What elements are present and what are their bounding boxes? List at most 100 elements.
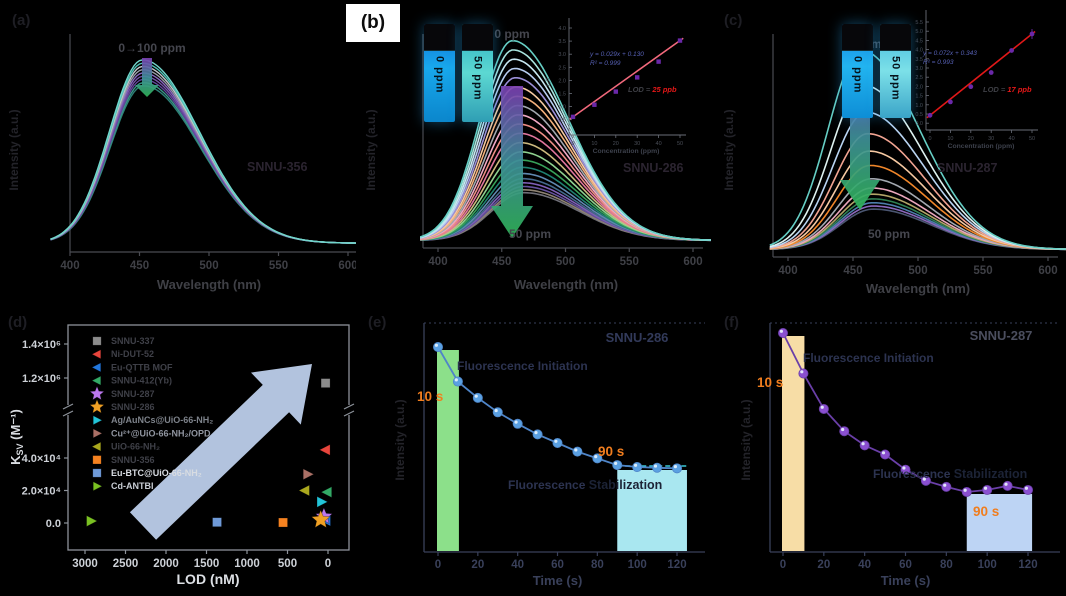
svg-text:SNNU-412(Yb): SNNU-412(Yb) [111,376,172,386]
panel-f-letter: (f) [724,314,739,331]
svg-text:20: 20 [817,559,830,571]
cuvette-cap [424,24,455,51]
trend-arrow [129,364,312,540]
panel-c-letter: (c) [724,12,743,29]
svg-text:SNNU-356: SNNU-356 [247,160,307,174]
svg-text:Fluorescence Initiation: Fluorescence Initiation [457,359,588,373]
svg-text:100: 100 [628,559,647,571]
panel-f-response-kinetics: 0 20 40 60 80 100 120 Time (s) Intensity (a.u.) F… [739,322,1060,588]
svg-text:Intensity (a.u.): Intensity (a.u.) [7,109,21,190]
svg-text:500: 500 [556,256,575,268]
legend: SNNU-337 Ni-DUT-52 Eu-QTTB MOF SNNU-412(Yb)… [89,336,213,491]
svg-text:2.0×10⁴: 2.0×10⁴ [22,486,61,498]
svg-text:1500: 1500 [194,558,220,570]
svg-text:400: 400 [428,256,447,268]
panel-d-lod-ksv-scatter: 3000 2500 2000 1500 1000 500 0 0.0 2.0×10⁴ 4.0×10… [8,324,355,587]
svg-text:3.5: 3.5 [915,57,923,63]
spectra-curves [769,49,1066,251]
svg-text:Time (s): Time (s) [533,573,583,588]
svg-text:50: 50 [677,141,683,147]
svg-text:2.5: 2.5 [558,65,566,71]
svg-text:500: 500 [278,558,297,570]
svg-text:y = 0.029x + 0.130: y = 0.029x + 0.130 [589,51,644,58]
svg-text:2.0: 2.0 [558,78,566,84]
calibration-inset: 4.0 3.5 3.0 2.5 2.0 1.5 1.0 0.5 0 10 20 30 40 50 Conce… [545,18,686,155]
svg-text:0.0: 0.0 [915,121,923,127]
annotations: 0 ppm 50 ppm SNNU-286 [494,27,683,241]
svg-text:3.0: 3.0 [915,66,923,72]
cuvette-cap [880,24,911,51]
cuvette-photo-inset: 0 ppm 50 ppm [842,24,912,118]
svg-text:Intensity (a.u.): Intensity (a.u.) [722,109,736,190]
svg-text:30: 30 [634,141,640,147]
svg-text:2500: 2500 [113,558,139,570]
svg-text:0 ppm: 0 ppm [494,27,529,41]
svg-text:Wavelength (nm): Wavelength (nm) [514,277,618,292]
svg-text:0.0: 0.0 [46,518,61,530]
svg-text:400: 400 [60,260,79,272]
calibration-inset: 5.5 5.0 4.5 4.0 3.5 3.0 2.5 2.0 1.5 1.0 0.5 0.0 0 10 2… [898,10,1038,150]
svg-text:50: 50 [1029,136,1035,142]
svg-text:120: 120 [667,559,686,571]
svg-text:500: 500 [908,265,927,277]
cuvette-0ppm: 0 ppm [424,24,455,122]
svg-text:450: 450 [492,256,511,268]
svg-text:Intensity (a.u.): Intensity (a.u.) [364,109,378,190]
svg-text:1.2×10⁶: 1.2×10⁶ [22,373,61,385]
svg-text:LOD = 25 ppb: LOD = 25 ppb [628,85,677,94]
svg-text:Ag/AuNCs@UiO-66-NH₂: Ag/AuNCs@UiO-66-NH₂ [111,415,213,425]
svg-text:UiO-66-NH₂: UiO-66-NH₂ [111,442,160,452]
svg-text:0: 0 [435,559,441,571]
svg-text:Cd-ANTBI: Cd-ANTBI [111,481,154,491]
panel-a-letter: (a) [12,12,31,29]
svg-text:Eu-BTC@UiO-66-NH₂: Eu-BTC@UiO-66-NH₂ [111,468,202,478]
svg-text:50 ppm: 50 ppm [868,227,910,241]
svg-text:450: 450 [130,260,149,272]
svg-text:550: 550 [269,260,288,272]
svg-text:550: 550 [620,256,639,268]
svg-text:40: 40 [1009,136,1015,142]
svg-text:y = 0.072x + 0.343: y = 0.072x + 0.343 [922,50,977,57]
svg-text:Intensity (a.u.): Intensity (a.u.) [393,399,407,480]
svg-text:0: 0 [571,141,574,147]
svg-text:500: 500 [199,260,218,272]
svg-text:R² = 0.999: R² = 0.999 [590,60,621,67]
svg-text:LOD (nM): LOD (nM) [177,571,240,587]
axes: 0 20 40 60 80 100 120 Time (s) Intensity (a.u.) [393,322,705,588]
panel-d-letter: (d) [8,314,28,331]
svg-text:550: 550 [973,265,992,277]
cuvette-photo-inset: 0 ppm 50 ppm [424,24,494,122]
quench-arrow [491,86,533,238]
svg-text:1.0: 1.0 [915,103,923,109]
svg-text:60: 60 [551,559,564,571]
svg-text:4.5: 4.5 [915,38,923,44]
svg-text:1.5: 1.5 [558,92,566,98]
svg-text:Fluorescence Initiation: Fluorescence Initiation [803,351,934,365]
svg-text:SNNU-337: SNNU-337 [111,336,155,346]
svg-text:0.5: 0.5 [915,112,923,118]
svg-text:SNNU-286: SNNU-286 [606,330,669,345]
svg-text:100: 100 [978,559,997,571]
highlight-bands [437,350,687,551]
svg-text:4.0: 4.0 [558,26,566,32]
svg-text:3.0: 3.0 [558,52,566,58]
svg-text:3000: 3000 [72,558,98,570]
annotations: 0→100 ppm SNNU-356 [118,41,307,174]
spectra-curves [419,39,711,242]
panel-b-letter: (b) [360,12,386,33]
panel-b-label: (b) [346,4,400,42]
svg-text:40: 40 [858,559,871,571]
svg-text:Intensity (a.u.): Intensity (a.u.) [739,399,753,480]
svg-text:90 s: 90 s [973,504,999,519]
svg-text:SNNU-356: SNNU-356 [111,455,155,465]
svg-text:90 s: 90 s [598,444,624,459]
cuvette-0ppm-label: 0 ppm [851,56,864,94]
highlight-bands [782,336,1033,551]
svg-text:50 ppm: 50 ppm [509,227,551,241]
svg-text:Eu-QTTB MOF: Eu-QTTB MOF [111,362,173,372]
svg-text:2.0: 2.0 [915,84,923,90]
cuvette-50ppm-label: 50 ppm [889,56,902,101]
